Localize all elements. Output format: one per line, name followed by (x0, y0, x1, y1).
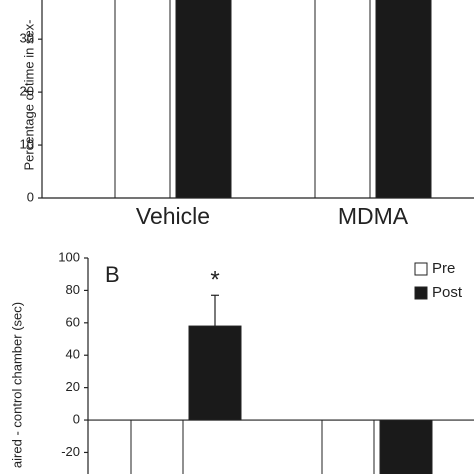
x-tick-label: Vehicle (136, 203, 210, 229)
y-tick-label: 60 (66, 314, 80, 329)
bar (379, 419, 433, 474)
legend-swatch (414, 262, 428, 276)
x-tick-label: MDMA (338, 203, 409, 229)
plot-area (130, 325, 433, 474)
y-tick-label: 80 (66, 282, 80, 297)
y-tick-label: 100 (58, 249, 80, 264)
annotation: * (210, 267, 219, 294)
y-axis-label: aired - control chamber (sec) (9, 302, 24, 468)
bar (130, 419, 184, 474)
legend-label: Pre (432, 260, 455, 277)
bar (375, 0, 432, 198)
bar (314, 0, 371, 198)
y-tick-label: 10 (20, 136, 34, 151)
y-axis-label: Percentage of time in sex- (21, 19, 36, 170)
legend-swatch (414, 286, 428, 300)
bar (321, 419, 375, 474)
legend-label: Post (432, 284, 463, 301)
y-tick-label: 0 (73, 411, 80, 426)
y-tick-label: 0 (27, 189, 34, 204)
bar (188, 325, 242, 421)
y-tick-label: 30 (20, 31, 34, 46)
plot-area (114, 0, 432, 198)
bar (175, 0, 232, 198)
panel-label: B (105, 262, 120, 287)
y-tick-label: 20 (20, 84, 34, 99)
y-tick-label: 20 (66, 379, 80, 394)
y-tick-label: 40 (66, 347, 80, 362)
y-tick-label: -20 (61, 444, 80, 459)
bar (114, 0, 171, 198)
